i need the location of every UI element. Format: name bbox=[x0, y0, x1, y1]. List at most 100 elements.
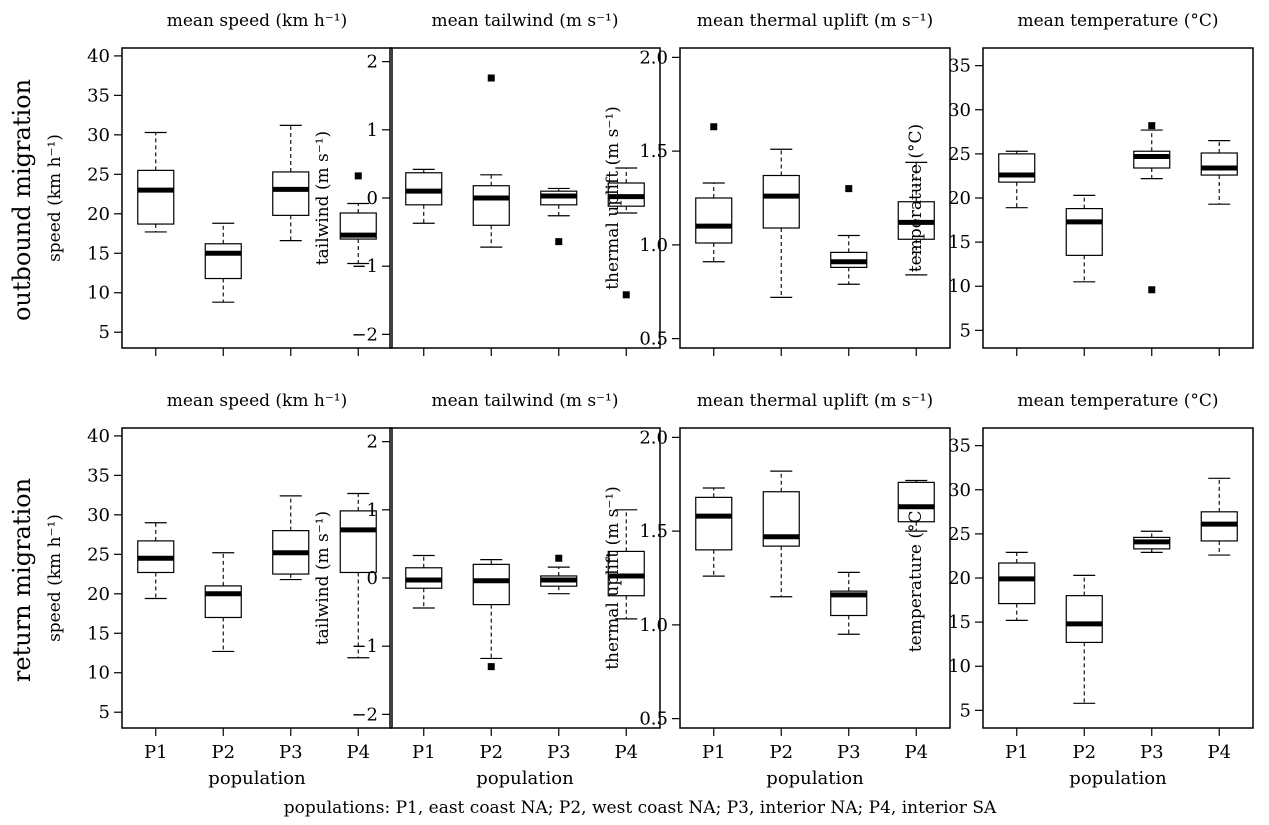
y-axis-label: tailwind (m s⁻¹) bbox=[313, 511, 333, 645]
y-tick-label: 25 bbox=[948, 524, 971, 545]
box-iqr bbox=[998, 153, 1036, 183]
y-tick-label: 30 bbox=[87, 125, 110, 146]
x-axis-label: population bbox=[476, 768, 574, 789]
y-tick-label: 0 bbox=[367, 568, 378, 589]
y-tick-label: 1 bbox=[367, 120, 378, 141]
box-P3 bbox=[1133, 122, 1171, 294]
figure-caption: populations: P1, east coast NA; P2, west… bbox=[284, 798, 997, 818]
panel-8: mean temperature (°C) temperature (°C) 5 10… bbox=[906, 391, 1254, 789]
y-tick-label: 1.5 bbox=[639, 521, 668, 542]
panel-1: mean speed (km h⁻¹)speed (km h⁻¹)5101520… bbox=[45, 11, 393, 356]
box-P1 bbox=[405, 554, 443, 609]
box-iqr bbox=[1065, 595, 1103, 644]
box-iqr bbox=[204, 585, 242, 619]
outlier-point bbox=[622, 291, 630, 299]
x-tick-label: P1 bbox=[1005, 742, 1029, 763]
y-tick-label: 5 bbox=[99, 322, 110, 343]
box-P4 bbox=[607, 509, 645, 620]
y-tick-label: −2 bbox=[351, 704, 378, 725]
y-tick-label: 1.0 bbox=[639, 235, 668, 256]
y-tick-label: −1 bbox=[351, 256, 378, 277]
y-tick-label: 15 bbox=[87, 243, 110, 264]
y-tick-label: 35 bbox=[948, 56, 971, 77]
x-tick-label: P3 bbox=[279, 742, 303, 763]
box-P4 bbox=[897, 479, 935, 532]
plot-frame bbox=[121, 427, 393, 729]
outlier-point bbox=[1148, 122, 1156, 130]
y-axis-label: thermal uplift (m s⁻¹) bbox=[603, 486, 623, 670]
x-tick-label: P4 bbox=[904, 742, 928, 763]
box-iqr bbox=[1133, 150, 1171, 169]
box-iqr bbox=[762, 174, 800, 229]
box-iqr bbox=[695, 496, 733, 551]
panel-title: mean thermal uplift (m s⁻¹) bbox=[697, 391, 933, 411]
box-P3 bbox=[830, 185, 868, 285]
plot-frame bbox=[679, 47, 951, 349]
box-P4 bbox=[339, 172, 377, 265]
box-iqr bbox=[339, 510, 377, 574]
box-iqr bbox=[998, 562, 1036, 605]
y-axis-label: thermal uplift (m s⁻¹) bbox=[603, 106, 623, 290]
y-tick-label: 1 bbox=[367, 500, 378, 521]
outlier-point bbox=[354, 172, 362, 180]
y-axis-label: temperature (°C) bbox=[906, 504, 926, 652]
y-tick-label: 15 bbox=[948, 612, 971, 633]
y-tick-label: 20 bbox=[87, 204, 110, 225]
y-tick-label: 10 bbox=[948, 276, 971, 297]
box-P3 bbox=[830, 571, 868, 635]
outlier-point bbox=[487, 663, 495, 671]
y-tick-label: 40 bbox=[87, 46, 110, 67]
x-axis-label: population bbox=[1069, 768, 1167, 789]
y-axis-label: speed (km h⁻¹) bbox=[45, 514, 65, 642]
y-tick-label: 30 bbox=[948, 100, 971, 121]
box-iqr bbox=[472, 563, 510, 606]
box-P2 bbox=[1065, 574, 1103, 704]
box-iqr bbox=[137, 169, 175, 225]
x-tick-label: P4 bbox=[346, 742, 370, 763]
x-tick-label: P3 bbox=[837, 742, 861, 763]
x-tick-label: P1 bbox=[412, 742, 436, 763]
y-tick-label: 35 bbox=[87, 465, 110, 486]
box-P1 bbox=[695, 487, 733, 577]
panel-title: mean tailwind (m s⁻¹) bbox=[431, 11, 618, 31]
y-tick-label: 2 bbox=[367, 52, 378, 73]
panel-title: mean speed (km h⁻¹) bbox=[167, 391, 348, 411]
y-tick-label: −1 bbox=[351, 636, 378, 657]
panel-7: mean thermal uplift (m s⁻¹) thermal uplif… bbox=[603, 391, 951, 789]
y-tick-label: 2.0 bbox=[639, 47, 668, 68]
x-tick-label: P3 bbox=[1140, 742, 1164, 763]
panel-title: mean thermal uplift (m s⁻¹) bbox=[697, 11, 933, 31]
box-P2 bbox=[762, 148, 800, 298]
y-tick-label: 20 bbox=[87, 584, 110, 605]
y-tick-label: 1.5 bbox=[639, 141, 668, 162]
box-P2 bbox=[762, 470, 800, 598]
y-tick-label: 35 bbox=[87, 85, 110, 106]
box-P2 bbox=[472, 558, 510, 671]
y-tick-label: 25 bbox=[87, 544, 110, 565]
box-iqr bbox=[695, 197, 733, 244]
box-P1 bbox=[405, 168, 443, 224]
panel-6: mean tailwind (m s⁻¹) tailwind (m s⁻¹) −2 −… bbox=[313, 391, 661, 789]
y-tick-label: 30 bbox=[948, 480, 971, 501]
y-tick-label: 5 bbox=[960, 320, 971, 341]
box-iqr bbox=[897, 481, 935, 523]
panel-2: mean tailwind (m s⁻¹) tailwind (m s⁻¹) −2 −… bbox=[313, 11, 661, 356]
y-tick-label: 20 bbox=[948, 568, 971, 589]
x-tick-label: P2 bbox=[769, 742, 793, 763]
box-P3 bbox=[540, 554, 578, 595]
box-iqr bbox=[272, 171, 310, 216]
x-tick-label: P3 bbox=[547, 742, 571, 763]
box-P1 bbox=[998, 150, 1036, 209]
plot-frame bbox=[982, 47, 1254, 349]
box-iqr bbox=[204, 243, 242, 280]
x-tick-label: P1 bbox=[144, 742, 168, 763]
panel-5: mean speed (km h⁻¹)speed (km h⁻¹)5101520… bbox=[45, 391, 393, 789]
box-P3 bbox=[540, 187, 578, 246]
panel-title: mean temperature (°C) bbox=[1017, 11, 1218, 31]
box-iqr bbox=[472, 185, 510, 226]
panel-4: mean temperature (°C) temperature (°C) 5 10… bbox=[906, 11, 1254, 356]
row-label-return: return migration bbox=[8, 478, 36, 682]
x-tick-label: P2 bbox=[211, 742, 235, 763]
y-tick-label: 35 bbox=[948, 436, 971, 457]
